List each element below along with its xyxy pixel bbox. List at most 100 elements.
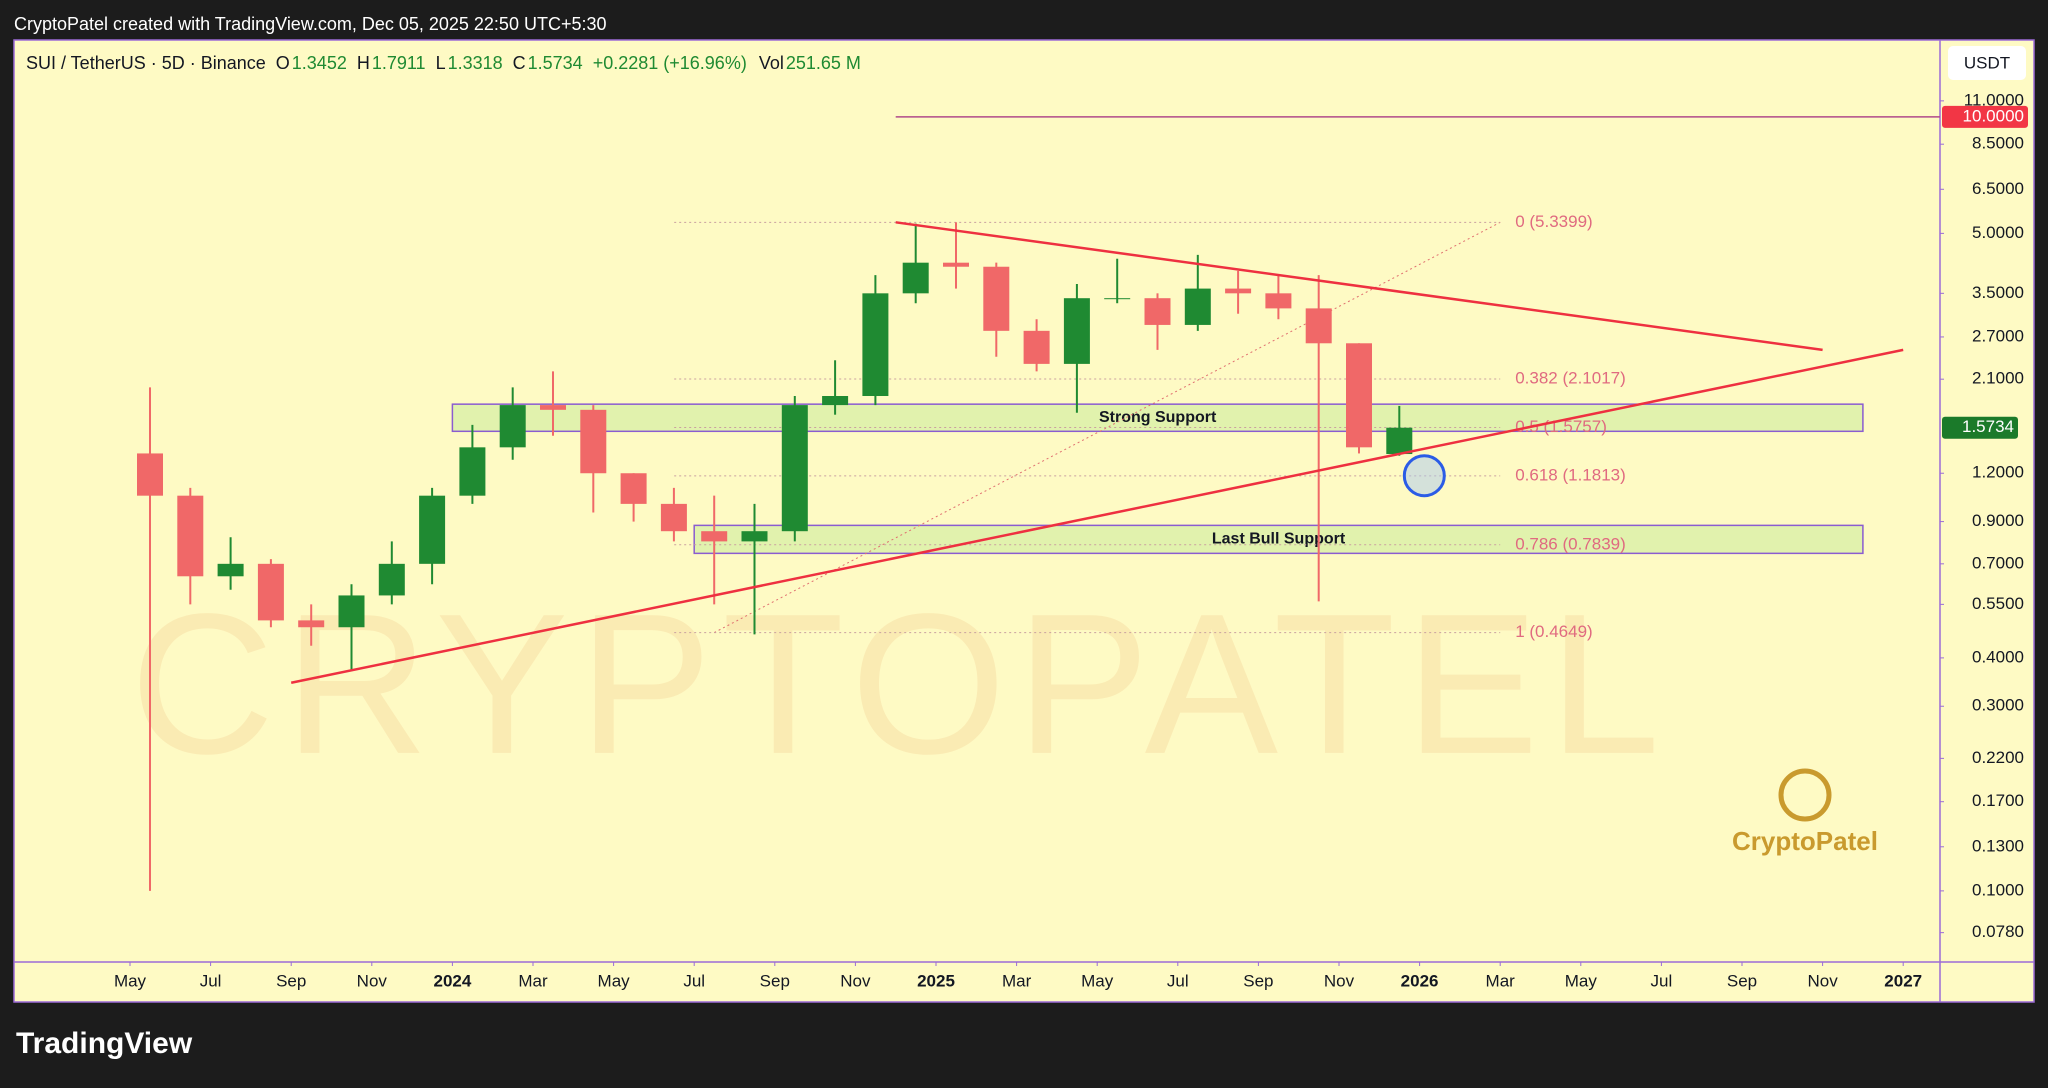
x-tick-label: May xyxy=(1565,971,1598,990)
highlight-circle xyxy=(1402,454,1446,498)
x-tick-label: Sep xyxy=(1243,971,1273,990)
candle-body xyxy=(822,396,849,406)
candle-body xyxy=(459,447,486,496)
x-tick-label: Nov xyxy=(1324,971,1355,990)
candle-body xyxy=(1265,293,1292,309)
y-tick-label: 0.3000 xyxy=(1972,696,2024,715)
y-tick-label: 0.2200 xyxy=(1972,748,2024,767)
candle-body xyxy=(660,503,687,532)
x-tick-label: Jul xyxy=(200,971,222,990)
candle-body xyxy=(298,620,325,628)
candle-body xyxy=(1104,298,1131,300)
candle-body xyxy=(620,473,647,504)
x-tick-label: 2024 xyxy=(433,971,471,990)
x-tick-label: Jul xyxy=(683,971,705,990)
legend-key: H xyxy=(357,53,370,73)
y-tick-label: 0.7000 xyxy=(1972,553,2024,572)
fib-label: 0 (5.3399) xyxy=(1515,212,1593,231)
y-tick-label: 1.2000 xyxy=(1972,463,2024,482)
legend-value: 1.7911 xyxy=(372,53,426,73)
legend-value: 1.3318 xyxy=(448,53,503,73)
level-badge xyxy=(1942,105,2028,128)
legend-key: O xyxy=(276,53,290,73)
currency[interactable]: USDT xyxy=(1964,53,2010,72)
candle-body xyxy=(580,409,607,474)
candle-body xyxy=(943,262,969,267)
support-zone xyxy=(451,403,1864,433)
y-tick-label: 0.4000 xyxy=(1972,647,2024,666)
candle-body xyxy=(540,405,566,410)
y-tick-label: 0.1300 xyxy=(1972,836,2024,855)
support-zone xyxy=(693,524,1864,555)
y-tick-label: 0.0780 xyxy=(1972,922,2024,941)
zone-label: Last Bull Support xyxy=(1212,531,1346,548)
zone-label: Strong Support xyxy=(1099,409,1217,426)
legend-key: L xyxy=(436,53,446,73)
candle-body xyxy=(781,405,808,532)
x-tick-label: Sep xyxy=(1727,971,1757,990)
candle-body xyxy=(1225,288,1252,294)
chart-background xyxy=(13,39,2035,1003)
candle-body xyxy=(137,453,163,496)
y-tick-label: 11.0000 xyxy=(1964,90,2024,109)
logo-icon xyxy=(1778,768,1832,822)
x-tick-label: Sep xyxy=(760,971,790,990)
fib-label: 0.618 (1.1813) xyxy=(1515,465,1626,484)
legend-value: 1.3452 xyxy=(292,53,347,73)
candle-body xyxy=(338,595,365,628)
legend-value: 1.5734 xyxy=(528,53,583,73)
candle-body xyxy=(257,563,284,621)
legend-change: +0.2281 (+16.96%) xyxy=(593,53,747,73)
fib-label: 0.5 (1.5757) xyxy=(1515,417,1607,436)
x-tick-label: May xyxy=(114,971,147,990)
y-tick-label: 2.7000 xyxy=(1972,326,2024,345)
x-tick-label: Sep xyxy=(276,971,306,990)
legend-volume: 251.65 M xyxy=(786,53,861,73)
x-tick-label: Mar xyxy=(518,971,548,990)
y-tick-label: 3.5000 xyxy=(1972,283,2024,302)
fib-label: 0.786 (0.7839) xyxy=(1515,534,1626,553)
trendline xyxy=(290,348,1904,684)
x-tick-label: 2026 xyxy=(1401,971,1439,990)
logo-text: CryptoPatel xyxy=(1732,826,1878,856)
x-tick-label: 2027 xyxy=(1884,971,1922,990)
candle-body xyxy=(1346,343,1372,448)
candle-body xyxy=(902,262,929,294)
x-tick-label: Mar xyxy=(1486,971,1516,990)
candle-body xyxy=(499,405,526,448)
y-tick-label: 0.9000 xyxy=(1972,511,2024,530)
x-tick-label: Nov xyxy=(840,971,871,990)
candle-body xyxy=(862,293,889,397)
candle-body xyxy=(1305,308,1332,344)
y-tick-label: 0.1000 xyxy=(1972,880,2024,899)
y-tick-label: 0.5500 xyxy=(1972,594,2024,613)
y-tick-label: 2.1000 xyxy=(1972,369,2024,388)
candle-body xyxy=(217,563,244,577)
fib-label: 0.382 (2.1017) xyxy=(1515,369,1626,388)
x-tick-label: Jul xyxy=(1651,971,1673,990)
x-tick-label: Jul xyxy=(1167,971,1189,990)
candle-body xyxy=(1386,427,1413,455)
fib-label: 1 (0.4649) xyxy=(1515,622,1593,641)
x-tick-label: May xyxy=(1081,971,1114,990)
candle-body xyxy=(1023,330,1050,364)
candle-body xyxy=(1144,298,1171,325)
candle-body xyxy=(701,531,728,542)
candle-body xyxy=(1063,298,1090,364)
candle-body xyxy=(983,266,1010,331)
candle-body xyxy=(419,495,446,564)
candle-body xyxy=(378,563,405,596)
candle-body xyxy=(741,531,768,542)
candle-body xyxy=(177,495,204,577)
last-price-label: 1.5734 xyxy=(1962,417,2014,436)
x-tick-label: Nov xyxy=(357,971,388,990)
currency-box[interactable] xyxy=(1948,46,2026,80)
footer-logo: TradingView xyxy=(16,1027,193,1060)
x-tick-label: 2025 xyxy=(917,971,955,990)
candle-body xyxy=(1184,288,1211,325)
x-tick-label: Nov xyxy=(1807,971,1838,990)
x-tick-label: Mar xyxy=(1002,971,1032,990)
legend-key: C xyxy=(513,53,526,73)
